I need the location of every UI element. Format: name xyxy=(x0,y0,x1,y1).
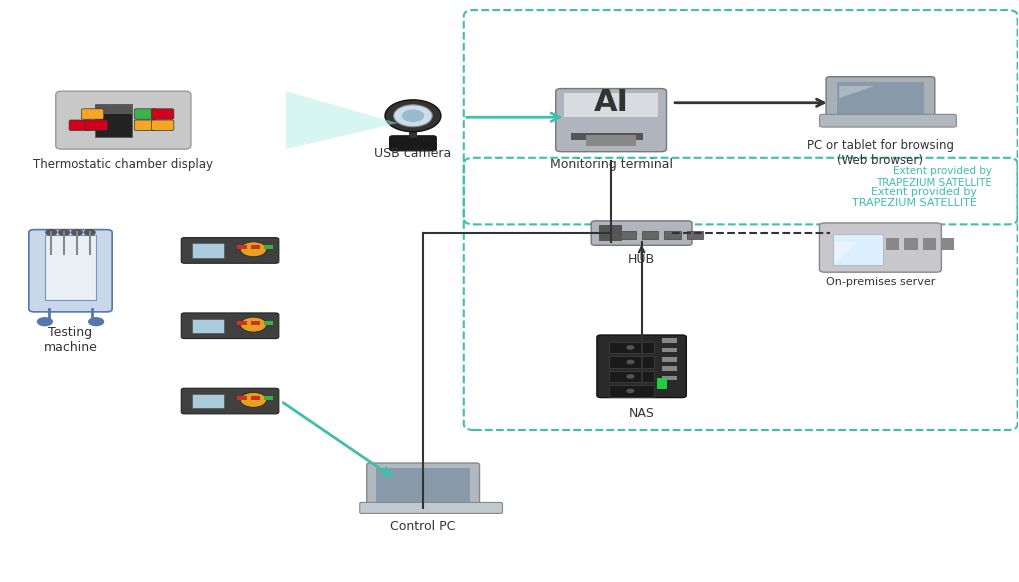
FancyBboxPatch shape xyxy=(181,313,279,339)
Bar xyxy=(571,133,589,140)
FancyBboxPatch shape xyxy=(69,120,92,130)
FancyBboxPatch shape xyxy=(826,77,934,119)
Bar xyxy=(642,230,658,239)
Bar xyxy=(251,245,260,249)
Bar xyxy=(922,237,935,250)
FancyBboxPatch shape xyxy=(181,388,279,414)
Polygon shape xyxy=(840,86,874,98)
Bar xyxy=(264,396,273,400)
Text: PC or tablet for browsing
(Web browser): PC or tablet for browsing (Web browser) xyxy=(807,139,954,167)
Text: Thermostatic chamber display: Thermostatic chamber display xyxy=(34,158,213,171)
Bar xyxy=(886,237,899,250)
Text: Extent provided by
TRAPEZIUM SATELLITE: Extent provided by TRAPEZIUM SATELLITE xyxy=(876,166,993,188)
Bar xyxy=(662,375,678,380)
Text: Monitoring terminal: Monitoring terminal xyxy=(549,158,673,171)
Bar xyxy=(95,105,131,113)
Bar xyxy=(687,230,703,239)
Circle shape xyxy=(240,392,267,407)
FancyBboxPatch shape xyxy=(135,109,157,119)
Bar xyxy=(904,237,917,250)
Bar xyxy=(193,243,224,258)
Circle shape xyxy=(37,317,53,327)
FancyBboxPatch shape xyxy=(82,109,104,119)
Bar xyxy=(237,245,247,249)
FancyBboxPatch shape xyxy=(56,91,191,149)
Bar xyxy=(620,230,636,239)
FancyBboxPatch shape xyxy=(135,120,157,130)
Bar xyxy=(609,342,654,353)
Bar xyxy=(376,468,471,502)
FancyBboxPatch shape xyxy=(591,221,692,245)
FancyBboxPatch shape xyxy=(389,136,436,151)
Bar xyxy=(609,385,654,397)
Bar xyxy=(237,396,247,400)
Bar xyxy=(609,371,654,382)
Circle shape xyxy=(627,345,635,350)
Bar xyxy=(662,357,678,361)
Circle shape xyxy=(627,360,635,364)
FancyBboxPatch shape xyxy=(367,463,480,507)
Bar xyxy=(662,339,678,343)
Bar xyxy=(657,378,667,389)
Bar xyxy=(193,394,224,408)
Circle shape xyxy=(88,317,104,327)
FancyBboxPatch shape xyxy=(29,230,112,312)
Bar xyxy=(599,225,622,241)
Bar xyxy=(264,245,273,249)
Circle shape xyxy=(627,374,635,379)
Bar xyxy=(586,136,636,146)
Circle shape xyxy=(84,229,96,236)
Bar xyxy=(251,321,260,325)
Circle shape xyxy=(58,229,70,236)
Bar xyxy=(409,123,417,137)
Circle shape xyxy=(401,109,424,122)
Bar xyxy=(193,318,224,333)
FancyBboxPatch shape xyxy=(819,114,957,127)
FancyBboxPatch shape xyxy=(152,120,174,130)
FancyBboxPatch shape xyxy=(360,502,502,513)
FancyBboxPatch shape xyxy=(86,120,107,130)
Text: Testing
machine: Testing machine xyxy=(44,326,98,354)
Bar xyxy=(45,235,96,300)
Polygon shape xyxy=(286,91,397,149)
Text: AI: AI xyxy=(594,88,629,118)
Circle shape xyxy=(627,389,635,393)
FancyBboxPatch shape xyxy=(597,335,687,398)
Bar xyxy=(662,366,678,371)
Bar xyxy=(625,133,643,140)
FancyBboxPatch shape xyxy=(181,237,279,263)
Bar xyxy=(589,133,607,140)
Bar xyxy=(264,321,273,325)
Text: USB camera: USB camera xyxy=(374,147,451,161)
Bar xyxy=(838,83,923,113)
Bar xyxy=(662,348,678,352)
Polygon shape xyxy=(835,242,857,264)
Bar xyxy=(607,133,626,140)
Circle shape xyxy=(45,229,57,236)
Bar xyxy=(664,230,681,239)
Circle shape xyxy=(240,242,267,257)
Bar xyxy=(95,104,131,137)
Text: On-premises server: On-premises server xyxy=(825,276,935,286)
Bar xyxy=(251,396,260,400)
Bar xyxy=(237,321,247,325)
FancyBboxPatch shape xyxy=(555,88,666,152)
FancyBboxPatch shape xyxy=(819,223,942,272)
Bar xyxy=(833,234,882,265)
Circle shape xyxy=(240,317,267,332)
Text: NAS: NAS xyxy=(629,407,654,420)
Text: Control PC: Control PC xyxy=(390,520,455,533)
Bar xyxy=(609,356,654,368)
Bar xyxy=(941,237,954,250)
Circle shape xyxy=(70,229,83,236)
Circle shape xyxy=(393,105,432,127)
Text: Extent provided by
TRAPEZIUM SATELLITE: Extent provided by TRAPEZIUM SATELLITE xyxy=(852,187,977,208)
Text: HUB: HUB xyxy=(628,253,655,267)
Bar xyxy=(564,93,658,117)
FancyBboxPatch shape xyxy=(152,109,174,119)
Circle shape xyxy=(385,100,441,132)
